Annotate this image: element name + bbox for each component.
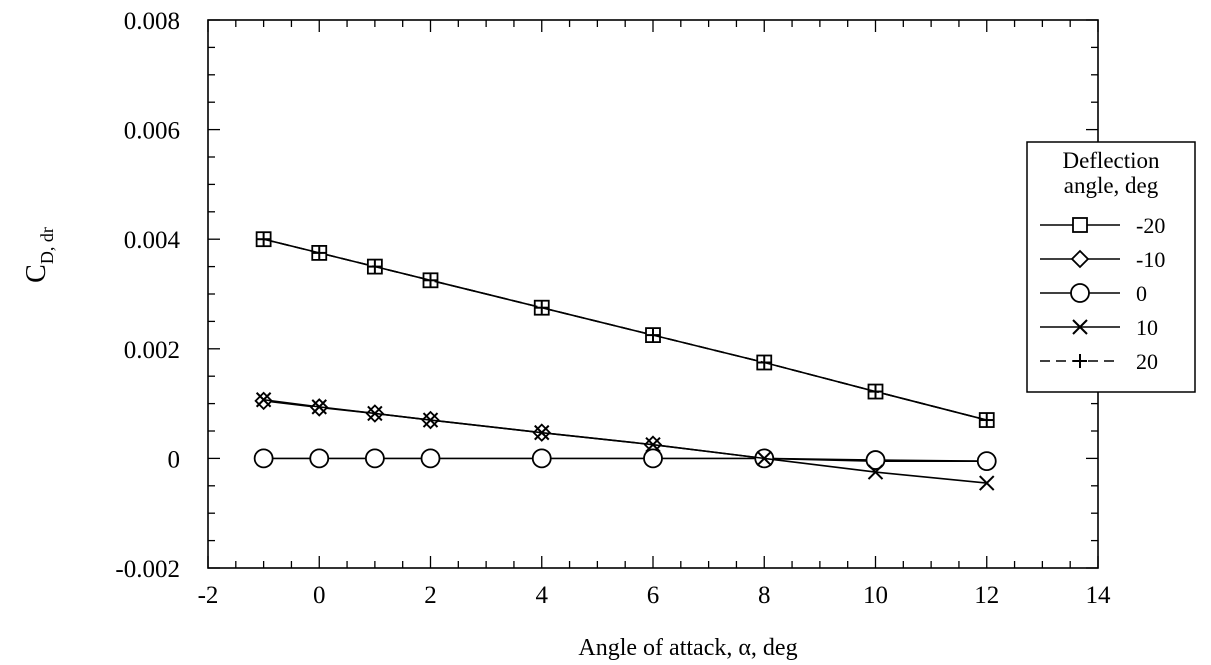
series--20 [255,231,995,428]
legend-entry: 10 [1040,315,1158,340]
tick-labels: -2 0 2 4 6 8 10 12 14 -0.002 0 0.002 0.004 0.006 0.008 [115,8,1111,609]
y-tick-label: 0.006 [124,118,180,145]
data-point [531,448,552,469]
data-point [979,413,994,428]
data-point [646,328,660,343]
y-tick-label: 0.008 [124,8,180,35]
data-point [311,399,327,415]
legend-label: 0 [1136,281,1147,306]
data-point [420,448,441,469]
y-tick-label: 0.004 [124,227,181,254]
data-point [868,384,883,399]
legend-marker [1073,354,1087,368]
svg-text:CD, dr: CD, dr [21,227,57,283]
legend-title-line1: Deflection [1062,148,1160,173]
data-point [367,405,383,422]
data-point [867,464,884,480]
series-layer [253,231,997,491]
series-0 [253,448,997,472]
x-axis-label: Angle of attack, α, deg [578,635,797,661]
data-point [256,232,271,247]
data-point [756,450,772,467]
legend-entry: -10 [1040,247,1165,272]
x-tick-label: 6 [647,582,660,609]
y-axis-label: CD, dr [21,227,57,283]
y-tick-label: 0 [168,446,181,473]
y-tick-label: 0.002 [124,337,180,364]
legend: Deflection angle, deg -20 -10 0 10 20 [1026,141,1196,393]
data-point [976,451,997,472]
legend-entry: 0 [1040,281,1147,306]
data-point [423,273,438,288]
x-tick-label: 8 [758,582,771,609]
x-tick-label: -2 [198,582,219,609]
series-10 [255,392,995,491]
y-axis-label-main: C [21,264,52,283]
data-point [422,412,439,428]
data-point [757,355,772,370]
legend-entry: 20 [1040,349,1158,374]
data-point [367,259,382,274]
legend-marker [1072,217,1088,233]
x-tick-label: 12 [974,582,999,609]
legend-entry: -20 [1040,213,1165,238]
x-tick-label: 10 [863,582,888,609]
legend-label: 20 [1136,349,1158,374]
legend-label: -10 [1136,247,1165,272]
data-point [643,448,663,469]
legend-label: -20 [1136,213,1165,238]
y-axis-label-sub: D, dr [37,227,57,264]
series-20 [256,232,994,428]
data-point [253,448,274,469]
data-point [312,245,327,260]
series-line [263,238,987,421]
data-point [979,475,995,491]
legend-box [1026,141,1196,393]
x-tick-label: 4 [536,582,549,609]
x-tick-label: 14 [1086,582,1112,609]
legend-marker [1070,283,1090,303]
x-tick-label: 2 [424,582,437,609]
legend-title-line2: angle, deg [1064,173,1159,198]
data-point [364,448,385,469]
data-point [309,448,330,469]
y-tick-label: -0.002 [115,556,180,583]
plot-border [207,19,1099,569]
plot-area [207,19,1099,569]
x-tick-label: 0 [313,582,326,609]
data-point [255,392,272,408]
data-point [645,436,661,453]
legend-marker [1072,319,1088,335]
legend-marker [1070,249,1090,269]
legend-label: 10 [1136,315,1158,340]
data-point [534,300,549,315]
axis-ticks [207,19,1099,569]
data-point [865,450,886,470]
data-point [534,424,550,441]
